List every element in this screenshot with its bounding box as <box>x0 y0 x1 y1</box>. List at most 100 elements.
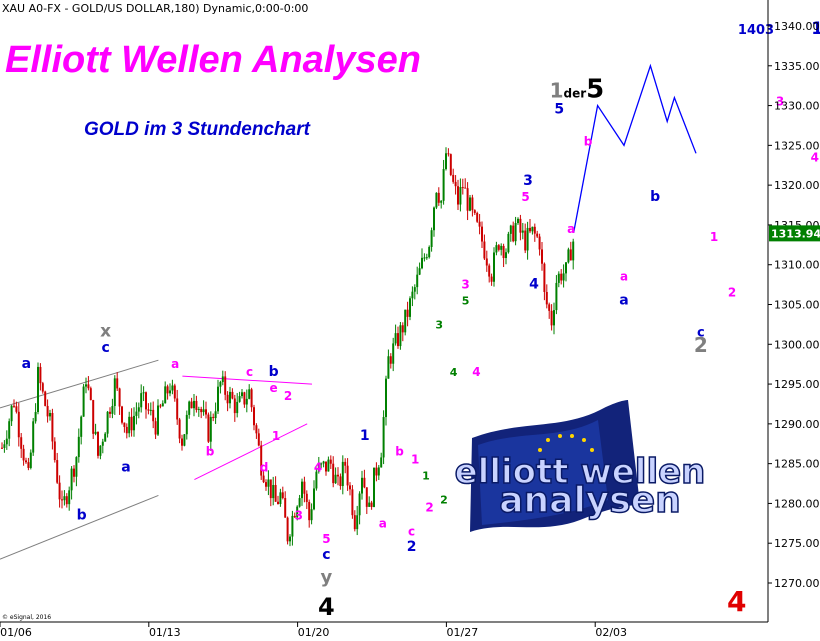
wave-label: 4 <box>472 365 480 379</box>
candle-body <box>212 416 215 419</box>
candle-body <box>353 515 356 530</box>
candle-body <box>502 245 505 259</box>
wave-label: 3 <box>435 318 443 331</box>
candle-body <box>401 325 404 333</box>
wave-label: 4 <box>811 150 819 164</box>
candle-body <box>550 310 553 326</box>
wave-label: 2 <box>284 389 292 403</box>
wave-label: 3 <box>295 508 303 522</box>
candle-body <box>560 273 563 281</box>
candle-body <box>171 385 174 391</box>
candle-body <box>341 461 344 487</box>
candle-body <box>572 241 575 261</box>
candle-body <box>106 411 109 434</box>
candle-body <box>481 226 483 242</box>
candle-body <box>514 223 517 242</box>
wave-label: a <box>171 357 179 371</box>
wave-label: c <box>246 365 253 379</box>
candle-body <box>387 356 390 379</box>
candle-body <box>533 226 536 234</box>
candle-body <box>85 384 87 387</box>
candle-body <box>130 416 133 431</box>
candle-body <box>399 325 402 347</box>
candle-body <box>507 233 510 253</box>
wave-label: 5 <box>322 532 330 546</box>
wave-label: 1 <box>272 429 280 443</box>
candle-body <box>53 441 56 461</box>
candle-body <box>500 245 503 250</box>
candle-body <box>557 273 560 283</box>
candle-body <box>161 403 164 407</box>
candle-body <box>176 398 179 420</box>
candle-body <box>454 181 457 187</box>
candle-body <box>281 492 284 499</box>
y-tick-label: 1275.00 <box>774 537 820 550</box>
candle-body <box>483 241 486 259</box>
candle-body <box>248 389 251 399</box>
candle-body <box>197 408 200 410</box>
candle-body <box>25 460 27 463</box>
wave-label: 1 <box>422 470 430 483</box>
candle-body <box>536 233 539 237</box>
candle-body <box>262 475 265 483</box>
candle-body <box>553 310 555 326</box>
x-tick-label: 01/20 <box>298 626 330 639</box>
time-axis: 01/06 01/13 01/20 01/27 02/03 <box>0 621 768 639</box>
candle-body <box>140 393 143 408</box>
candle-body <box>3 444 6 448</box>
candle-body <box>125 426 128 434</box>
x-tick-label: 01/27 <box>447 626 479 639</box>
logo-text-line1: elliott wellen <box>455 452 706 492</box>
candle-body <box>555 282 558 311</box>
candle-body <box>329 459 332 464</box>
wave-label: 2 <box>425 500 433 514</box>
candle-body <box>521 230 524 233</box>
candle-body <box>267 479 270 487</box>
wave-label: c <box>322 547 330 563</box>
candle-body <box>113 378 116 407</box>
y-tick-label: 1290.00 <box>774 418 820 431</box>
candle-body <box>17 411 20 438</box>
candle-body <box>202 409 205 413</box>
candle-body <box>238 396 241 402</box>
y-tick-label: 1270.00 <box>774 577 820 590</box>
candle-body <box>265 482 267 487</box>
candle-body <box>46 405 49 417</box>
candle-body <box>313 488 315 510</box>
candle-body <box>29 452 32 468</box>
candle-body <box>183 434 186 446</box>
candle-body <box>154 421 157 435</box>
y-tick-label: 1285.00 <box>774 458 820 471</box>
candle-body <box>449 154 452 175</box>
candle-body <box>409 298 411 317</box>
candle-body <box>169 390 171 394</box>
candle-body <box>298 498 301 507</box>
x-tick-label: 01/13 <box>149 626 181 639</box>
candle-body <box>428 246 431 258</box>
candle-body <box>445 153 447 170</box>
candle-body <box>291 515 294 537</box>
candle-body <box>373 467 375 507</box>
wave-label: a <box>567 222 575 236</box>
candle-body <box>490 276 493 282</box>
wave-label: 4 <box>318 593 335 621</box>
candle-body <box>145 392 147 410</box>
wave-label: 1403 <box>738 23 774 38</box>
wave-label: b <box>650 189 660 205</box>
wave-label: 5 <box>521 190 529 204</box>
candle-body <box>147 409 150 411</box>
candle-body <box>116 378 119 389</box>
candle-body <box>459 187 462 205</box>
candle-body <box>512 225 515 242</box>
candle-body <box>195 400 198 410</box>
candle-body <box>440 200 443 203</box>
candle-body <box>193 400 195 409</box>
candle-body <box>77 436 80 458</box>
last-price-tag: 1313.94 <box>769 225 820 242</box>
wave-label: 4 <box>529 277 539 293</box>
candle-body <box>452 174 455 182</box>
candle-body <box>356 515 359 530</box>
candle-body <box>164 386 167 404</box>
candle-body <box>332 463 335 484</box>
